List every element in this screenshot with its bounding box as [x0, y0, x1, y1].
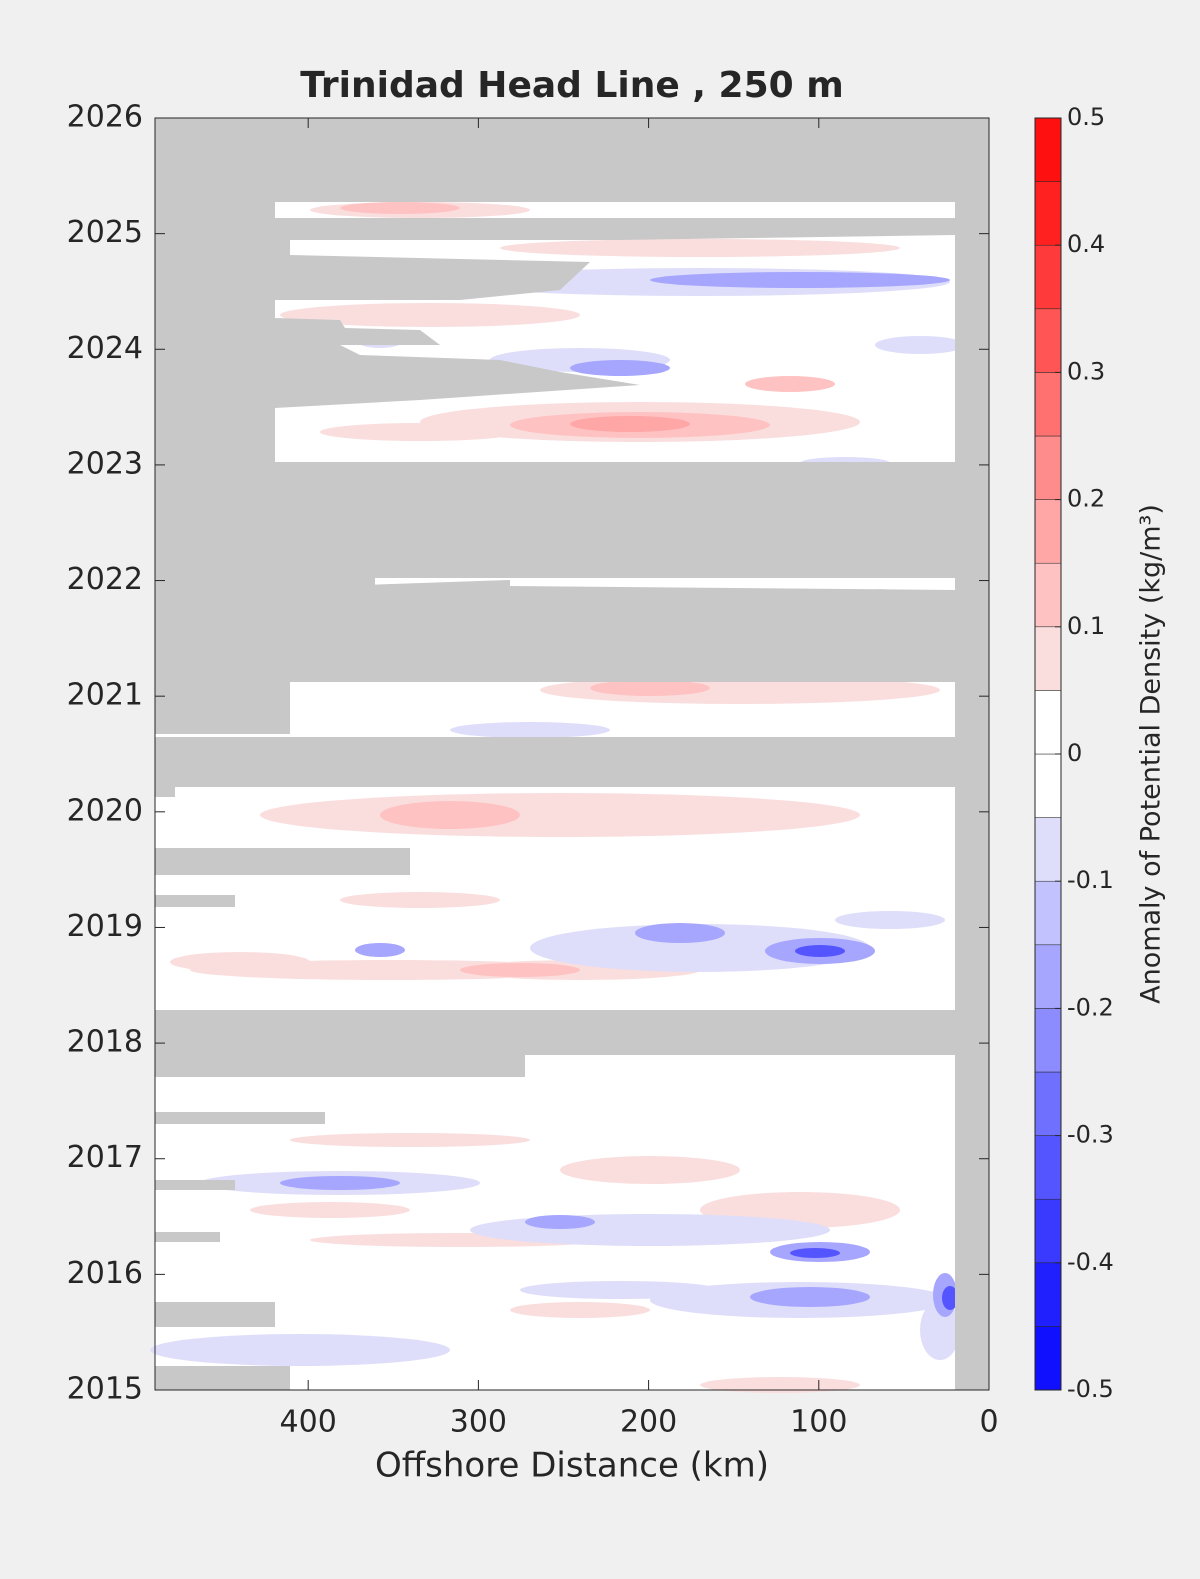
colorbar-tick-label: 0.3 — [1067, 357, 1105, 385]
y-tick-label: 2020 — [67, 793, 143, 828]
x-tick-label: 100 — [790, 1405, 847, 1440]
x-axis-label: Offshore Distance (km) — [375, 1446, 769, 1486]
contour-field — [150, 118, 989, 1393]
colorbar-tick-label: 0.2 — [1067, 485, 1105, 513]
colorbar-band — [1034, 244, 1062, 310]
y-tick-label: 2019 — [67, 909, 143, 944]
x-tick-label: 200 — [620, 1405, 677, 1440]
colorbar-band — [1034, 1198, 1062, 1264]
y-tick-label: 2015 — [67, 1372, 143, 1407]
colorbar-tick-label: -0.5 — [1067, 1375, 1114, 1403]
colorbar-band — [1034, 944, 1062, 1009]
colorbar-band — [1034, 372, 1062, 437]
y-tick-label: 2021 — [67, 678, 143, 713]
colorbar-tick-label: 0 — [1067, 739, 1082, 767]
colorbar-band — [1034, 181, 1062, 246]
colorbar-tick-label: 0.1 — [1067, 612, 1105, 640]
colorbar-tick-label: -0.1 — [1067, 866, 1114, 894]
colorbar-band — [1034, 626, 1062, 691]
colorbar-band — [1034, 562, 1062, 628]
y-tick-label: 2018 — [67, 1025, 143, 1060]
y-tick-label: 2016 — [67, 1256, 143, 1291]
y-tick-label: 2025 — [67, 215, 143, 250]
colorbar-band — [1034, 817, 1062, 882]
colorbar-band — [1034, 880, 1062, 946]
colorbar-tick-label: 0.4 — [1067, 230, 1105, 258]
colorbar-band — [1034, 1071, 1062, 1136]
y-tick-label: 2017 — [67, 1140, 143, 1175]
x-tick-label: 0 — [979, 1405, 998, 1440]
x-tick-label: 400 — [280, 1405, 337, 1440]
y-tick-label: 2022 — [67, 562, 143, 597]
colorbar-band — [1034, 690, 1062, 755]
colorbar-label: Anomaly of Potential Density (kg/m³) — [1136, 504, 1167, 1004]
colorbar-band — [1034, 1008, 1062, 1073]
colorbar-band — [1034, 1135, 1062, 1200]
y-tick-label: 2024 — [67, 331, 143, 366]
colorbar-tick-label: -0.2 — [1067, 993, 1114, 1021]
colorbar-band — [1034, 117, 1062, 182]
colorbar-band — [1034, 308, 1062, 373]
colorbar-band — [1034, 499, 1062, 564]
colorbar-tick-label: -0.3 — [1067, 1121, 1114, 1149]
colorbar-tick-label: 0.5 — [1067, 103, 1105, 131]
colorbar-band — [1034, 1262, 1062, 1327]
plot-frame — [154, 117, 990, 1391]
y-tick-label: 2023 — [67, 446, 143, 481]
colorbar-band — [1034, 753, 1062, 818]
colorbar-band — [1034, 1326, 1062, 1391]
y-tick-label: 2026 — [67, 100, 143, 135]
colorbar-tick-label: -0.4 — [1067, 1248, 1114, 1276]
colorbar-band — [1034, 435, 1062, 500]
chart-title: Trinidad Head Line , 250 m — [300, 65, 843, 106]
x-tick-label: 300 — [450, 1405, 507, 1440]
